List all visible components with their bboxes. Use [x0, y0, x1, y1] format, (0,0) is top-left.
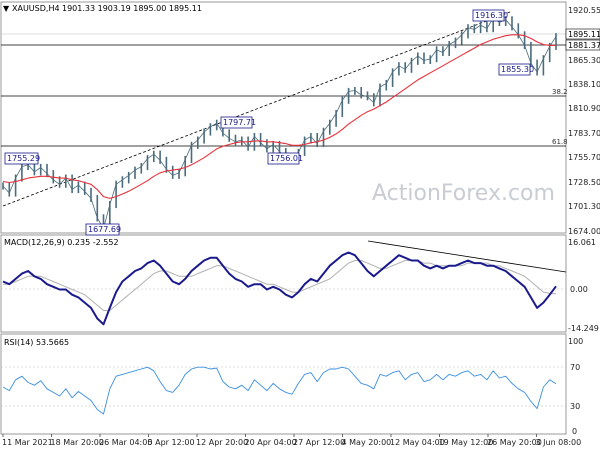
annotation-1677: 1677.69	[85, 223, 121, 236]
ma-series-line	[2, 34, 556, 199]
fib-61-label: 61.8	[552, 138, 568, 146]
svg-text:1916.30: 1916.30	[475, 11, 508, 20]
price-tick: 1838.10	[568, 80, 600, 89]
price-tick: 1783.70	[568, 129, 600, 138]
macd-signal-line	[3, 260, 557, 311]
svg-text:1677.69: 1677.69	[88, 225, 121, 234]
macd-trendline	[367, 240, 567, 273]
svg-text:1797.71: 1797.71	[223, 118, 256, 127]
chart-arrow-icon: ▼	[3, 4, 10, 13]
price-tick: 1920.55	[568, 6, 600, 15]
price-panel[interactable]	[0, 1, 567, 234]
time-tick: 12 May 04:00	[390, 438, 445, 447]
macd-panel[interactable]	[0, 234, 567, 333]
current-price-tag: 1895.11	[565, 28, 600, 40]
price-tick: 1755.70	[568, 153, 600, 162]
fib-38-label: 38.2	[552, 88, 568, 96]
price-tick: 1701.30	[568, 202, 600, 211]
rsi-tick: 100	[568, 337, 583, 346]
time-tick: 19 May 12:00	[439, 438, 494, 447]
symbol-label: XAUUSD,H4	[12, 4, 60, 13]
svg-text:1895.11: 1895.11	[568, 30, 600, 39]
ohlc-label: 1901.33 1903.19 1895.00 1895.11	[62, 4, 202, 13]
rsi-panel[interactable]	[0, 333, 567, 435]
price-tick: 1810.90	[568, 104, 600, 113]
svg-text:1756.01: 1756.01	[270, 154, 303, 163]
rsi-line	[2, 366, 557, 415]
watermark-text: ActionForex.com	[372, 181, 555, 206]
annotation-1755: 1755.29	[4, 152, 40, 165]
macd-label: MACD(12,26,9) 0.235 -2.552	[4, 238, 119, 247]
annotation-1855: 1855.30	[498, 63, 534, 76]
macd-tick: 0.00	[570, 285, 588, 294]
rsi-tick: 30	[570, 402, 580, 411]
rsi-label: RSI(14) 53.5665	[4, 338, 69, 347]
time-tick: 20 Apr 04:00	[245, 438, 297, 447]
time-tick: 5 Apr 12:00	[148, 438, 195, 447]
macd-tick: 16.061	[568, 238, 596, 247]
price-axis: 1920.55 1865.30 1838.10 1810.90 1783.70 …	[568, 6, 600, 236]
rsi-tick: 70	[570, 363, 580, 372]
trend-channel-upper	[2, 11, 511, 207]
price-tick: 1728.50	[568, 178, 600, 187]
ma-price-tag: 1881.37	[565, 39, 600, 51]
time-tick: 26 Mar 04:00	[99, 438, 152, 447]
time-tick: 18 Mar 20:00	[51, 438, 104, 447]
price-tick: 1865.30	[568, 56, 600, 65]
price-series-line	[2, 17, 557, 229]
rsi-tick: 0	[572, 427, 577, 436]
annotation-1797: 1797.71	[220, 116, 256, 129]
time-tick: 11 Mar 2021	[2, 438, 53, 447]
price-tick: 1674.00	[568, 227, 600, 236]
time-tick: 4 May 20:00	[342, 438, 392, 447]
svg-text:1881.37: 1881.37	[568, 41, 600, 50]
macd-line	[2, 251, 557, 326]
annotation-1916: 1916.30	[472, 9, 508, 22]
time-tick: 3 Jun 08:00	[536, 438, 582, 447]
svg-text:1855.30: 1855.30	[501, 65, 534, 74]
svg-text:1755.29: 1755.29	[7, 154, 40, 163]
annotation-1756: 1756.01	[267, 152, 303, 165]
macd-tick: -14.249	[568, 324, 599, 333]
time-tick: 27 Apr 12:00	[293, 438, 345, 447]
time-tick: 26 May 20:00	[487, 438, 542, 447]
time-tick: 12 Apr 20:00	[196, 438, 248, 447]
